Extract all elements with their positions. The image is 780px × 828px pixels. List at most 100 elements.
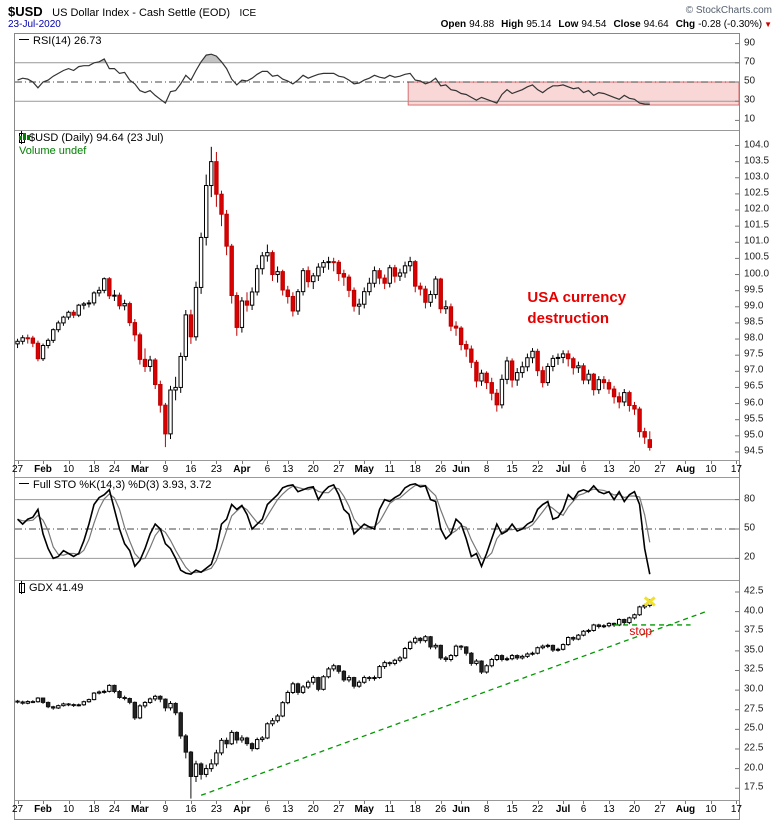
- volume-legend-row: Volume undef: [19, 133, 164, 158]
- x-axis-label: 23: [210, 804, 222, 815]
- y-axis-label: 96.5: [744, 380, 764, 392]
- y-axis-label: 96.0: [744, 397, 764, 409]
- date-axis-bottom: 27 Feb 10 18 24 Mar 9 16 23 Apr 6 13 20 27 May 11 18 26 Ju…: [11, 801, 742, 819]
- x-axis-label: 13: [282, 804, 294, 815]
- x-axis-label: Feb: [34, 464, 52, 475]
- y-axis-label: 100.5: [744, 251, 770, 263]
- x-axis-label: May: [354, 464, 374, 475]
- x-axis-label: Jun: [452, 464, 471, 475]
- x-axis-label: Mar: [131, 804, 149, 815]
- x-axis-tick: [114, 461, 116, 464]
- header-row-2: 23-Jul-2020 Open 94.88 High 95.14 Low 94.54 Cl…: [8, 19, 772, 32]
- x-axis-tick: [440, 461, 442, 464]
- x-axis-label: 10: [705, 804, 717, 815]
- x-axis-tick: [267, 801, 269, 804]
- quote-date: 23-Jul-2020: [8, 19, 61, 30]
- volume-bars-icon: [19, 133, 30, 140]
- x-axis-label: 9: [162, 804, 169, 815]
- x-axis-tick: [659, 461, 661, 464]
- x-axis-tick: [512, 461, 514, 464]
- x-axis-label: 24: [108, 804, 120, 815]
- x-axis-tick: [608, 801, 610, 804]
- x-axis-tick: [634, 461, 636, 464]
- stochastic-chart: [15, 483, 739, 575]
- down-arrow-icon: ▼: [764, 20, 772, 29]
- x-axis-label: 17: [730, 804, 742, 815]
- x-axis-tick: [139, 801, 141, 804]
- x-axis-tick: [736, 801, 738, 804]
- x-axis-label: 27: [333, 804, 345, 815]
- x-axis-label: 17: [730, 464, 742, 475]
- x-axis-label: 10: [62, 464, 75, 475]
- y-axis-label: 102.0: [744, 203, 770, 215]
- x-axis-label: 27: [11, 464, 24, 475]
- high-value: 95.14: [526, 19, 552, 30]
- x-axis-label: 16: [185, 804, 197, 815]
- x-axis-label: 27: [11, 804, 24, 815]
- x-axis-label: 27: [333, 464, 345, 475]
- y-axis-label: 101.5: [744, 219, 770, 231]
- x-axis-label: 20: [307, 464, 319, 475]
- gdx-trendline: [200, 611, 707, 796]
- x-axis-label: Aug: [675, 464, 696, 475]
- x-axis-tick: [685, 801, 687, 804]
- stochastic-legend-row: Full STO %K(14,3) %D(3) 3.93, 3.72: [19, 479, 211, 492]
- x-axis-label: 18: [409, 804, 421, 815]
- x-axis-label: 15: [506, 804, 518, 815]
- x-axis-tick: [659, 801, 661, 804]
- y-axis-label: 103.0: [744, 171, 770, 183]
- y-axis-label: 22.5: [744, 742, 764, 754]
- y-axis-label: 98.5: [744, 316, 764, 328]
- y-axis-label: 10: [744, 113, 756, 125]
- price-legend-rows: $USD (Daily) 94.64 (23 Jul) Volume undef: [19, 131, 164, 158]
- x-axis-label: 6: [264, 464, 271, 475]
- x-axis-label: 6: [264, 804, 271, 815]
- rsi-highlight-zone: [407, 81, 739, 106]
- low-label: Low: [558, 19, 579, 30]
- x-axis-tick: [486, 801, 488, 804]
- x-axis-label: 22: [532, 804, 544, 815]
- y-axis-label: 32.5: [744, 663, 764, 675]
- y-axis-label: 40.0: [744, 605, 764, 617]
- x-axis-tick: [563, 801, 565, 804]
- x-axis-tick: [17, 461, 19, 464]
- x-axis-label: May: [354, 804, 374, 815]
- x-axis-label: 23: [210, 464, 222, 475]
- x-axis-tick: [364, 801, 366, 804]
- x-axis-label: 10: [62, 804, 75, 815]
- x-axis-label: 20: [628, 464, 641, 475]
- x-axis-tick: [241, 801, 243, 804]
- y-axis-label: 30.0: [744, 683, 764, 695]
- y-axis-label: 70: [744, 56, 756, 68]
- y-axis-label: 99.0: [744, 300, 764, 312]
- x-axis-tick: [17, 801, 19, 804]
- stochastic-legend: Full STO %K(14,3) %D(3) 3.93, 3.72: [33, 479, 212, 491]
- x-axis-tick: [512, 801, 514, 804]
- y-axis-label: 98.0: [744, 332, 764, 344]
- x-axis-tick: [461, 461, 463, 464]
- price-legend-row: $USD (Daily) 94.64 (23 Jul): [19, 131, 164, 145]
- quote-line: Open 94.88 High 95.14 Low 94.54 Close 94.64 Chg -…: [434, 19, 772, 30]
- x-axis-tick: [389, 461, 391, 464]
- x-axis-label: 6: [580, 464, 587, 475]
- x-axis-label: 20: [628, 804, 641, 815]
- x-axis-label: Aug: [675, 804, 696, 815]
- y-axis-label: 35.0: [744, 644, 764, 656]
- x-axis-tick: [68, 461, 70, 464]
- y-axis-label: 103.5: [744, 155, 770, 167]
- -usd-daily-candles: [15, 146, 652, 451]
- x-axis-tick: [43, 461, 45, 464]
- y-axis-labels: 90 70 50 30 10 104.0 103.5 103.0 102.5 102.0 101.5…: [740, 33, 780, 820]
- stochastic-panel: Full STO %K(14,3) %D(3) 3.93, 3.72: [15, 478, 739, 581]
- x-axis-tick: [537, 461, 539, 464]
- yellow-highlight-marker: [643, 596, 656, 607]
- x-axis-label: 27: [654, 464, 666, 475]
- sto-d-line: [17, 484, 651, 574]
- date-axis-mid: 27 Feb 10 18 24 Mar 9 16 23 Apr 6 13 20 27 May 11 18 26 Ju…: [11, 461, 742, 478]
- x-axis-label: 13: [603, 804, 615, 815]
- y-axis-label: 102.5: [744, 187, 770, 199]
- price-panel: $USD (Daily) 94.64 (23 Jul) Volume undef…: [15, 131, 739, 461]
- exchange: ICE: [239, 8, 257, 19]
- x-axis-tick: [267, 461, 269, 464]
